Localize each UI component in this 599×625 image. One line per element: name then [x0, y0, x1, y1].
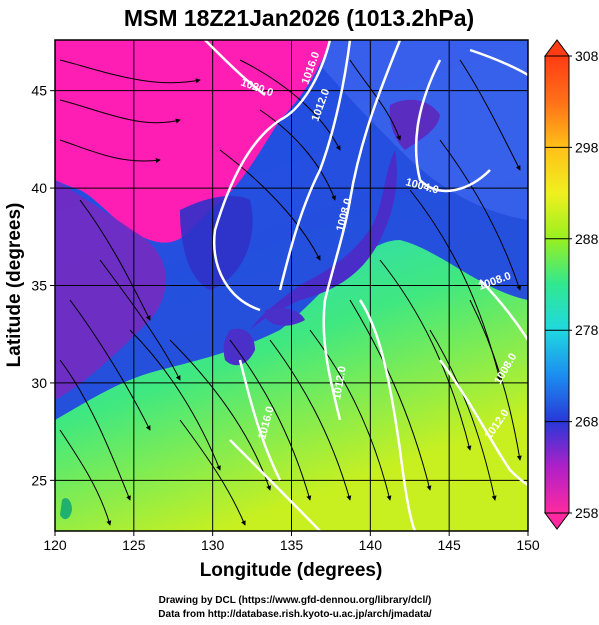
x-tick-label: 130 — [201, 537, 225, 553]
streamline — [129, 329, 221, 471]
isobar-1004 — [414, 59, 491, 193]
streamline — [179, 419, 246, 526]
streamline — [59, 139, 161, 163]
x-tick-label: 120 — [43, 537, 67, 553]
streamline — [469, 299, 522, 461]
y-tick-label: 45 — [31, 83, 47, 99]
streamline — [229, 339, 312, 501]
colorbar-tick-label: 258 — [575, 505, 599, 521]
isobars — [204, 40, 528, 531]
map-title: MSM 18Z21Jan2026 (1013.2hPa) — [124, 5, 474, 31]
y-tick-label: 30 — [31, 375, 47, 391]
isobar-1016b — [229, 439, 321, 531]
lat-lon-grid — [55, 40, 528, 531]
temperature-field: 1020.0 1016.0 1012.0 1008.0 1004.0 1008.… — [55, 40, 528, 531]
colorbar-tick-label: 268 — [575, 414, 599, 430]
y-axis-label: Latitude (degrees) — [4, 203, 25, 368]
colorbar-tick-label: 288 — [575, 231, 599, 247]
wind-streamlines — [59, 59, 522, 526]
cold-land-region — [55, 180, 167, 400]
hokkaido-island — [389, 99, 440, 150]
isobar-label: 1012.0 — [331, 365, 349, 400]
colorbar: 308 298 288 278 268 258 — [544, 39, 599, 530]
streamline — [349, 59, 402, 141]
colorbar-bottom-arrow — [544, 512, 570, 530]
streamline — [239, 59, 341, 151]
x-tick-label: 150 — [516, 537, 540, 553]
y-tick-label: 35 — [31, 278, 47, 294]
x-tick-label: 145 — [437, 537, 461, 553]
credit-data: Data from http://database.rish.kyoto-u.a… — [158, 609, 432, 620]
y-tick-label: 40 — [31, 180, 47, 196]
x-tick-label: 140 — [359, 537, 383, 553]
isobar-1016c — [238, 359, 282, 481]
isobar-1008 — [322, 40, 402, 421]
streamline — [169, 339, 272, 491]
x-tick-label: 125 — [122, 537, 146, 553]
x-axis: 120 125 130 135 140 145 150 — [43, 531, 540, 553]
isobar-1004b — [469, 48, 528, 77]
isobar-1012c — [438, 359, 528, 487]
isobar-1020 — [204, 40, 266, 96]
streamline — [69, 299, 151, 431]
y-tick-label: 25 — [31, 472, 47, 488]
kyushu-island — [223, 328, 255, 366]
streamline — [259, 109, 336, 201]
credit-drawing: Drawing by DCL (https://www.gfd-dennou.o… — [159, 595, 432, 606]
colorbar-tick-label: 278 — [575, 322, 599, 338]
colorbar-tick-label: 298 — [575, 139, 599, 155]
streamline — [79, 199, 151, 321]
streamline — [59, 59, 201, 84]
streamline — [439, 139, 522, 291]
colorbar-tick-label: 308 — [575, 48, 599, 64]
x-axis-label: Longitude (degrees) — [200, 560, 383, 581]
streamline — [99, 259, 181, 381]
colorbar-ticks: 308 298 288 278 268 258 — [545, 48, 599, 521]
shikoku-island — [265, 308, 305, 326]
streamline — [59, 99, 181, 124]
isobar-1012b — [358, 299, 417, 531]
streamline — [219, 149, 321, 261]
x-tick-label: 135 — [280, 537, 304, 553]
streamline — [59, 429, 112, 526]
isobar-1012 — [278, 40, 352, 291]
streamline — [379, 259, 472, 451]
taiwan-island — [60, 498, 72, 520]
streamline — [429, 329, 497, 501]
streamline — [309, 329, 392, 501]
korea-peninsula-region — [180, 195, 253, 290]
isobar-1008b — [479, 279, 528, 341]
streamline — [459, 59, 521, 171]
y-axis: 25 30 35 40 45 — [31, 83, 55, 488]
honshu-island — [250, 150, 397, 330]
colorbar-top-arrow — [544, 39, 570, 57]
streamline — [59, 359, 131, 501]
streamline — [349, 299, 432, 491]
colorbar-scale — [544, 55, 570, 514]
streamline — [269, 339, 352, 501]
isobar-1016 — [212, 40, 332, 312]
